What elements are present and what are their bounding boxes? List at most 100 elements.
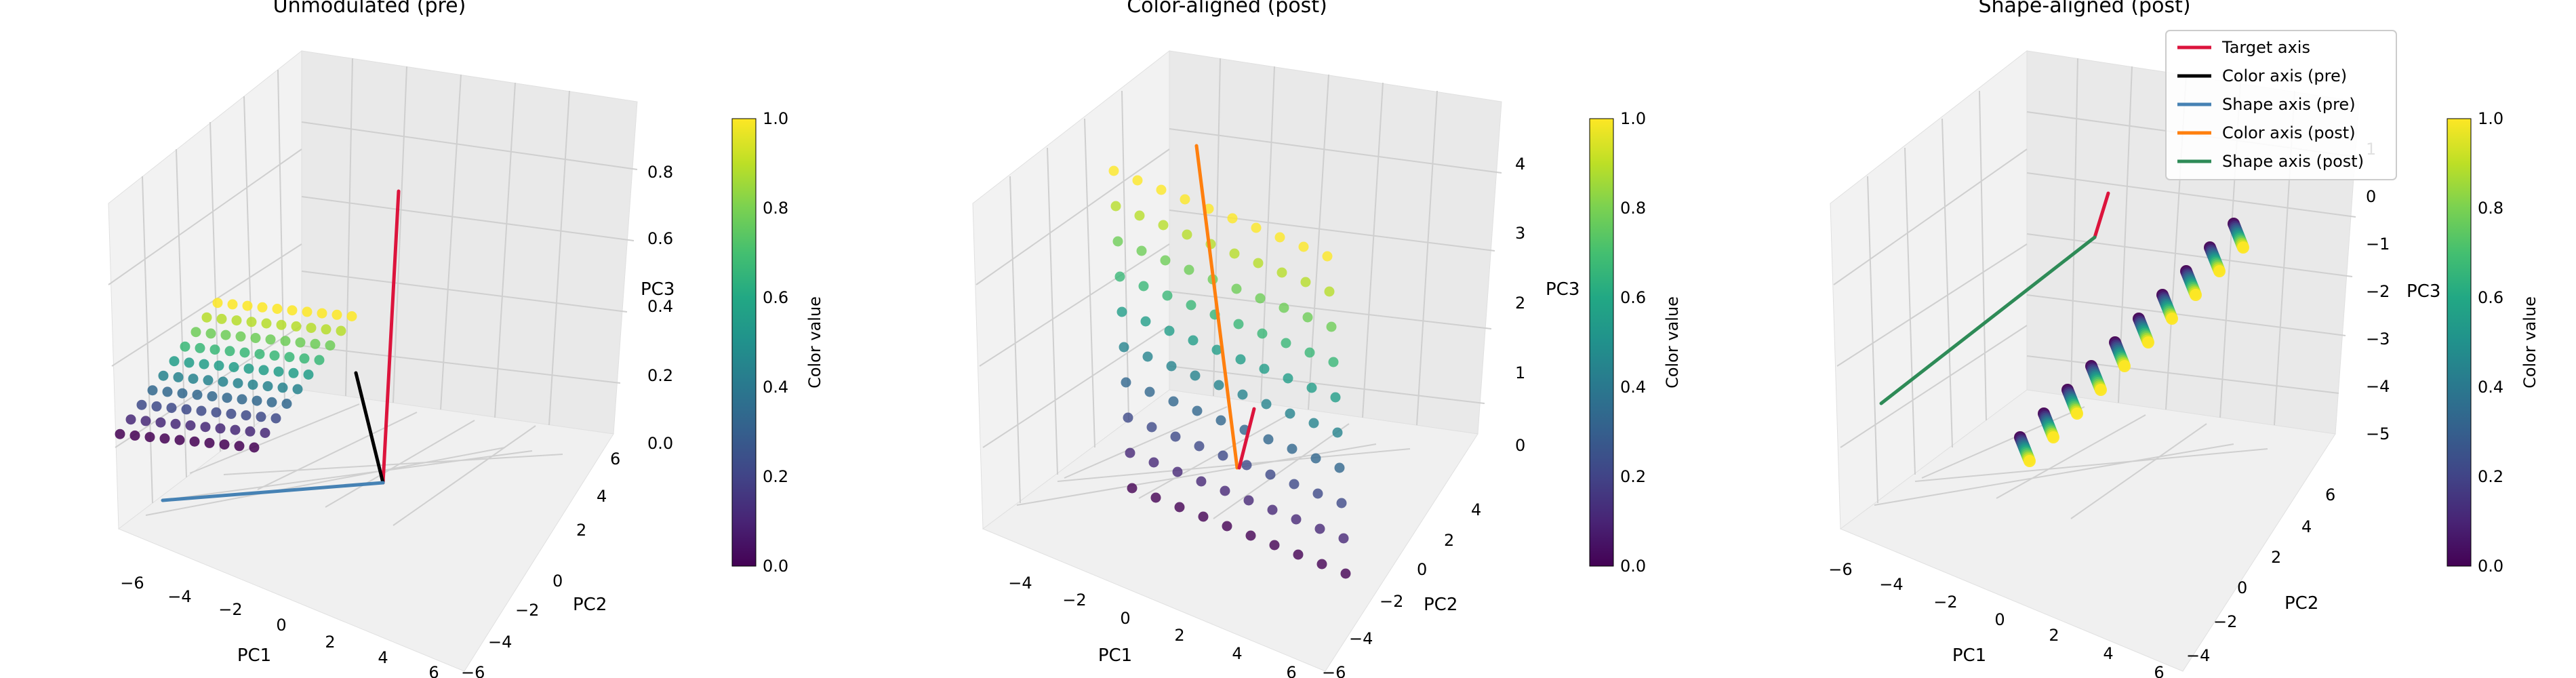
colorbar-tick-label: 0.4 <box>1620 378 1646 397</box>
scatter-point <box>1334 462 1345 473</box>
legend-entry: Shape axis (pre) <box>2177 95 2356 114</box>
scatter-point <box>1140 316 1151 327</box>
scatter-point <box>1180 194 1190 205</box>
scatter-point <box>170 418 181 429</box>
scatter-point <box>1136 245 1147 256</box>
scatter-point <box>1306 382 1317 393</box>
scatter-point <box>136 399 147 410</box>
scatter-point <box>1172 466 1183 477</box>
y-tick-label: 2 <box>576 521 586 540</box>
scatter-point <box>270 413 281 424</box>
scatter-point <box>228 362 239 372</box>
scatter-point <box>222 393 233 403</box>
scatter-point <box>265 334 276 345</box>
x-tick-label: −4 <box>1008 574 1032 593</box>
colorbar-tick-label: 1.0 <box>1620 109 1646 128</box>
scatter-point <box>1148 457 1159 468</box>
scatter-point <box>115 428 125 439</box>
colorbar-gradient <box>731 118 757 567</box>
colorbar-tick-label: 0.8 <box>1620 199 1646 218</box>
scatter-point <box>188 374 199 384</box>
scatter-point <box>262 381 273 392</box>
color-axis-post-line <box>1194 144 1239 470</box>
scatter-point <box>173 372 184 382</box>
y-tick-label: −2 <box>2213 612 2237 631</box>
scatter-point <box>1192 405 1203 416</box>
z-tick-label: 0.8 <box>647 163 673 182</box>
scatter-point <box>288 367 299 378</box>
scatter-point <box>181 404 192 415</box>
scatter-point <box>303 370 314 380</box>
scatter-point <box>266 397 277 407</box>
scatter-point <box>251 395 262 406</box>
colorbar-tick-label: 0.6 <box>2478 288 2503 307</box>
scatter-point <box>192 389 203 400</box>
scatter-point <box>231 315 242 326</box>
scatter-point <box>1110 201 1121 212</box>
axis-lines <box>1194 144 1256 470</box>
y-tick-label: 6 <box>2325 485 2335 504</box>
scatter-point <box>180 341 190 352</box>
scatter-point <box>1300 277 1311 287</box>
y-tick-label: 2 <box>2271 548 2281 567</box>
scatter-point <box>1108 165 1119 176</box>
scatter-point <box>245 426 256 437</box>
scatter-point <box>1287 443 1297 454</box>
legend-label: Color axis (pre) <box>2222 66 2347 85</box>
x-axis-label: PC1 <box>1098 645 1132 666</box>
colorbar-tick-label: 0.0 <box>1620 557 1646 576</box>
scatter-point <box>1291 514 1302 525</box>
scatter-point <box>1156 184 1167 195</box>
scatter-point <box>1243 495 1254 506</box>
scatter-point <box>1279 302 1289 313</box>
colorbar-tick-label: 0.0 <box>763 557 788 576</box>
scatter-point <box>1237 389 1248 400</box>
scatter-point <box>203 375 214 386</box>
scatter-point <box>1293 549 1304 560</box>
scatter-point <box>1213 380 1224 391</box>
scatter-point <box>249 442 260 453</box>
scatter-point <box>2190 289 2202 301</box>
panel-unmodulated: Unmodulated (pre) −6 −4 −2 0 2 4 <box>108 0 824 678</box>
shape-axis-pre-line <box>161 481 385 502</box>
scatter-point <box>129 430 140 441</box>
scatter-point <box>239 347 250 358</box>
colorbar: 0.0 0.2 0.4 0.6 0.8 1.0 Color value <box>2447 109 2539 576</box>
z-tick-label: 0.6 <box>647 229 673 248</box>
scatter-point <box>1229 248 1240 259</box>
colorbar-ticks: 0.0 0.2 0.4 0.6 0.8 1.0 <box>1620 109 1646 576</box>
scatter-point <box>1215 415 1226 426</box>
scatter-point <box>158 370 169 381</box>
scatter-point <box>260 428 270 438</box>
z-tick-label: −2 <box>2366 282 2390 301</box>
scatter-point <box>295 337 306 348</box>
floor-pane <box>982 389 1478 672</box>
scatter-point <box>205 328 216 339</box>
scatter-point <box>195 342 205 353</box>
scatter-point <box>310 338 321 349</box>
scatter-point <box>2213 265 2226 277</box>
scatter-point <box>254 348 265 359</box>
scatter-point <box>1184 264 1194 275</box>
point-grid <box>115 298 357 453</box>
scatter-point <box>1162 290 1173 301</box>
scatter-point <box>226 408 237 419</box>
scatter-point <box>1144 386 1155 397</box>
z-tick-labels: 0 1 2 3 4 <box>1515 155 1525 455</box>
z-tick-label: 0.4 <box>647 297 673 316</box>
z-tick-label: 4 <box>1515 155 1525 174</box>
panel-title: Shape-aligned (post) <box>1978 0 2190 18</box>
scatter-point <box>325 340 336 351</box>
scatter-point <box>216 313 227 324</box>
scatter-point <box>159 433 170 444</box>
grid-lines <box>108 58 638 526</box>
legend: Target axis Color axis (pre) Shape axis … <box>2165 30 2397 180</box>
scatter-point <box>1132 175 1143 186</box>
scatter-point <box>155 417 166 428</box>
z-tick-label: −5 <box>2366 424 2390 443</box>
colorbar-tick-label: 0.8 <box>763 199 788 218</box>
scatter-point <box>219 439 230 450</box>
x-tick-labels: −4 −2 0 2 4 6 <box>1008 574 1296 678</box>
z-tick-labels: −5 −4 −3 −2 −1 0 1 <box>2366 140 2390 443</box>
scatter-point <box>242 300 253 311</box>
